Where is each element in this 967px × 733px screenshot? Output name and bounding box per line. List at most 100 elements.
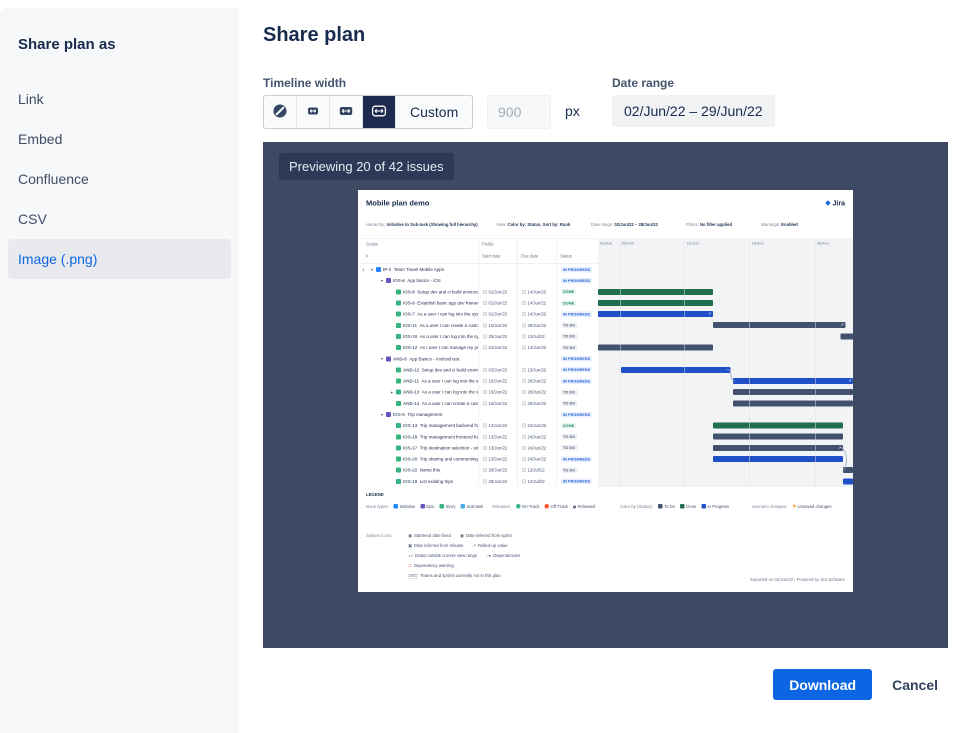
plan-rows: 1 ▾ IP-2 Team Travel Mobile Apps IN PROGRESS…	[358, 264, 598, 487]
outside-system-icon: ◖◗	[408, 553, 414, 558]
width-option-none[interactable]	[264, 96, 297, 128]
gantt-row	[598, 476, 853, 487]
date-range-label: Date range	[612, 76, 675, 90]
gantt-row	[598, 454, 853, 465]
box-system-icon: ABC	[408, 574, 419, 579]
gantt-gridline	[619, 238, 621, 487]
status-lozenge: TO DO	[561, 333, 578, 340]
cal-system-icon: ▣	[408, 543, 413, 548]
sidebar-item-csv[interactable]: CSV	[18, 211, 47, 227]
gantt-row: ↗	[598, 320, 853, 331]
sidebar-item-link[interactable]: Link	[18, 91, 44, 107]
ring-legend-icon	[572, 505, 576, 509]
sidebar-item-embed[interactable]: Embed	[18, 131, 63, 147]
legend-system-line: ▣ Start/end date fixed ▣ Date inferred from…	[408, 533, 512, 538]
date-range-field[interactable]: 02/Jun/22 – 29/Jun/22	[612, 95, 775, 127]
timeline-width-options: Custom	[263, 95, 474, 129]
status-lozenge: IN PROGRESS	[561, 277, 593, 284]
gantt-bar: ↗	[733, 377, 853, 384]
initiative-type-icon	[376, 267, 381, 273]
sq-done-legend-icon	[680, 504, 685, 509]
cancel-button[interactable]: Cancel	[882, 677, 948, 693]
status-lozenge: IN PROGRESS	[561, 266, 593, 273]
plan-row: 1 ▾ IP-2 Team Travel Mobile Apps IN PROGRESS	[362, 266, 593, 273]
gantt-bar	[840, 333, 853, 340]
status-lozenge: IN PROGRESS	[561, 456, 593, 462]
story-type-icon	[396, 456, 401, 462]
gantt-row	[598, 286, 853, 297]
width-option-small[interactable]	[297, 96, 330, 128]
small-width-icon	[305, 103, 321, 122]
status-lozenge: DONE	[561, 422, 577, 429]
gantt-row: ↗	[598, 309, 853, 320]
plan-meta-item: View: Color by: Status, Sort by: Rank	[496, 222, 571, 227]
gantt-bar	[733, 400, 853, 407]
preview-count-badge: Previewing 20 of 42 issues	[279, 153, 454, 180]
epic-legend-icon	[420, 504, 425, 509]
gantt-row	[598, 297, 853, 308]
plan-title: Mobile plan demo	[366, 199, 430, 208]
legend-system-line: ▣ Date inferred from release ↗ Rolled-up va…	[408, 543, 508, 548]
story-type-icon	[396, 445, 401, 451]
plan-gantt: ↗ ↗ ↗ ↗ 02/Jun 05/Jun 12/Jun 19/Jun 26/Jun	[598, 238, 853, 487]
status-lozenge: DONE	[561, 289, 577, 295]
column-start-date: Start date	[482, 253, 501, 259]
column-due-date: Due date	[521, 253, 539, 259]
width-option-large[interactable]	[363, 96, 396, 128]
width-option-medium[interactable]	[330, 96, 363, 128]
gantt-bar	[733, 389, 853, 396]
sidebar-nav: Link Embed Confluence CSV Image (.png)	[0, 79, 239, 279]
sidebar-item-image-png[interactable]: Image (.png)	[8, 239, 231, 279]
dialog-footer: Download Cancel	[773, 669, 948, 700]
plan-meta-item: Filters: No filter applied	[686, 222, 733, 227]
warn-system-icon: ⚠	[408, 563, 412, 568]
sidebar-title: Share plan as	[18, 36, 116, 53]
custom-width-button[interactable]: Custom	[396, 96, 472, 128]
status-lozenge: TO DO	[561, 389, 578, 395]
sq-todo-legend-icon	[658, 504, 663, 509]
legend-group: Scenario changes: ⚑ Unsaved changes	[752, 504, 832, 509]
gantt-rows: ↗ ↗ ↗ ↗	[598, 264, 853, 487]
status-lozenge: IN PROGRESS	[561, 411, 593, 418]
status-lozenge: IN PROGRESS	[561, 478, 593, 485]
status-lozenge: TO DO	[561, 434, 578, 440]
gantt-bar	[712, 422, 843, 429]
status-lozenge: DONE	[561, 300, 577, 306]
status-lozenge: TO DO	[561, 445, 578, 451]
px-unit-label: px	[565, 103, 580, 119]
plan-meta-item: Hierarchy: Initiative to Sub-task (Showi…	[366, 222, 478, 227]
gantt-row	[598, 387, 853, 398]
gantt-bar	[598, 299, 713, 306]
gantt-row	[598, 398, 853, 409]
preview-panel: Previewing 20 of 42 issues Mobile plan d…	[263, 142, 948, 648]
sidebar-item-confluence[interactable]: Confluence	[18, 171, 89, 187]
status-lozenge: TO DO	[561, 322, 578, 329]
story-type-icon	[396, 400, 401, 406]
plan-row: ▾ IOS-6 App basics - iOS IN PROGRESS	[380, 277, 593, 284]
large-width-icon	[371, 103, 387, 122]
gantt-tick-label: 12/Jun	[686, 241, 699, 246]
story-type-icon	[396, 322, 401, 328]
column-divider	[517, 238, 518, 487]
custom-width-input[interactable]	[487, 95, 551, 129]
status-lozenge: TO DO	[561, 400, 578, 407]
legend-system-icons: System icons: ▣ Start/end date fixed ▣ Date…	[366, 533, 529, 583]
status-lozenge: IN PROGRESS	[561, 311, 593, 317]
story-type-icon	[396, 467, 401, 473]
story-type-icon	[396, 300, 401, 306]
gantt-row: ↗	[598, 375, 853, 386]
epic-type-icon	[386, 356, 391, 362]
gantt-row	[598, 420, 853, 431]
download-button[interactable]: Download	[773, 669, 873, 700]
gantt-row	[598, 331, 853, 342]
gantt-tick-label: 19/Jun	[751, 241, 764, 246]
story-type-icon	[396, 423, 401, 429]
